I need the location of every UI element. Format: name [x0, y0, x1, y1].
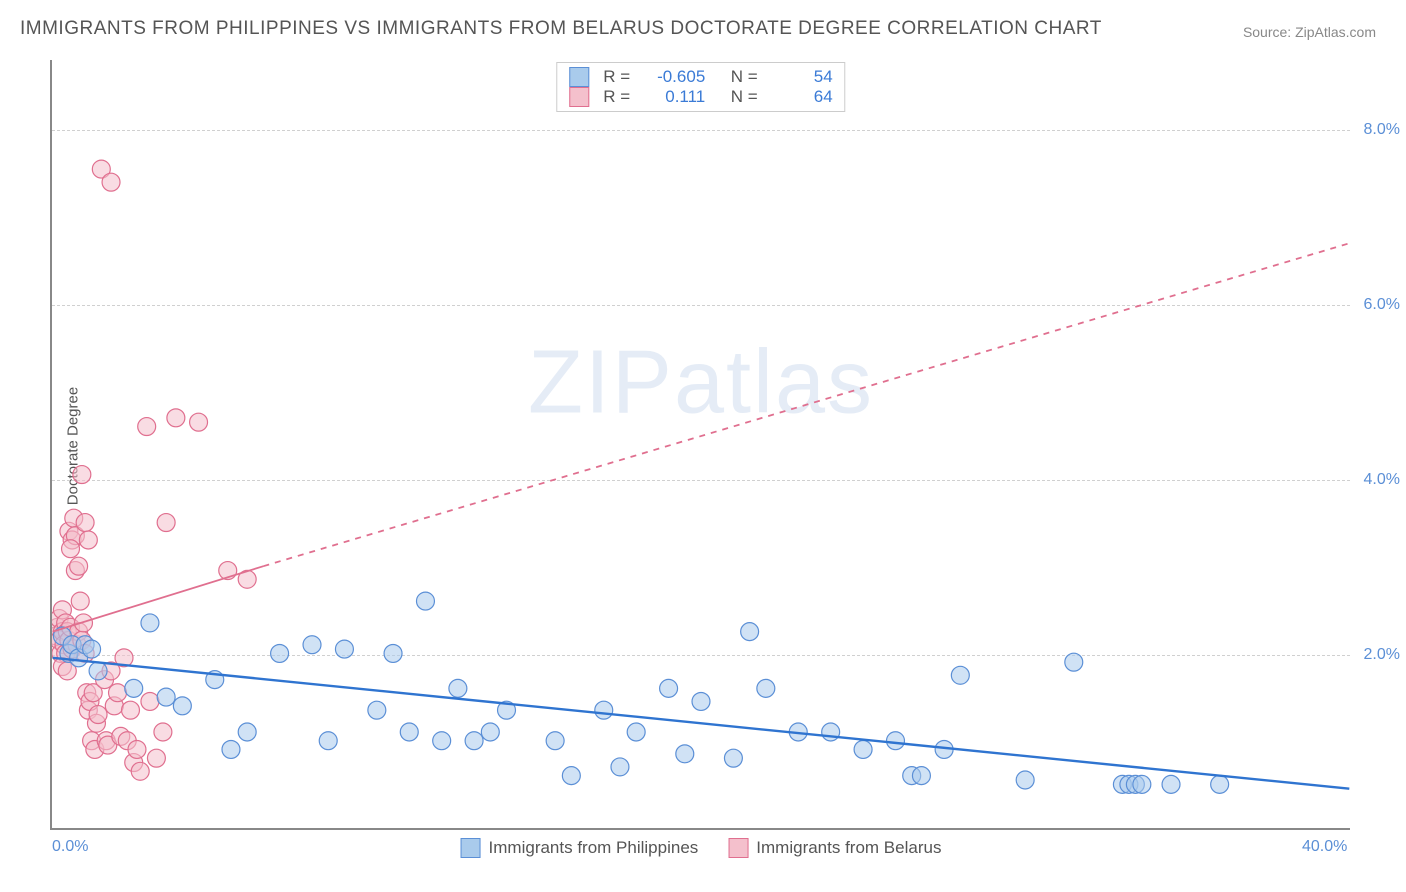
data-point: [822, 723, 840, 741]
data-point: [449, 679, 467, 697]
y-tick-label: 4.0%: [1364, 471, 1400, 489]
data-point: [912, 767, 930, 785]
data-point: [71, 592, 89, 610]
data-point: [384, 644, 402, 662]
data-point: [167, 409, 185, 427]
legend-series: Immigrants from Philippines Immigrants f…: [461, 838, 942, 858]
data-point: [627, 723, 645, 741]
legend-item-belarus: Immigrants from Belarus: [728, 838, 941, 858]
data-point: [724, 749, 742, 767]
legend-r-value-belarus: 0.111: [645, 87, 705, 107]
data-point: [546, 732, 564, 750]
legend-r-label: R =: [603, 67, 637, 87]
data-point: [562, 767, 580, 785]
legend-n-value-belarus: 64: [773, 87, 833, 107]
data-point: [741, 623, 759, 641]
data-point: [692, 692, 710, 710]
data-point: [141, 614, 159, 632]
data-point: [611, 758, 629, 776]
data-point: [481, 723, 499, 741]
data-point: [222, 740, 240, 758]
data-point: [368, 701, 386, 719]
data-point: [73, 466, 91, 484]
data-point: [125, 679, 143, 697]
x-tick-label: 40.0%: [1302, 838, 1347, 856]
data-point: [62, 540, 80, 558]
data-point: [89, 706, 107, 724]
data-point: [122, 701, 140, 719]
trend-line-dashed: [263, 243, 1349, 566]
legend-swatch-philippines: [569, 67, 589, 87]
data-point: [676, 745, 694, 763]
data-point: [271, 644, 289, 662]
legend-label-philippines: Immigrants from Philippines: [489, 838, 699, 858]
legend-swatch-belarus-2: [728, 838, 748, 858]
data-point: [83, 640, 101, 658]
x-tick-label: 0.0%: [52, 838, 88, 856]
data-point: [79, 531, 97, 549]
legend-r-label-2: R =: [603, 87, 637, 107]
data-point: [854, 740, 872, 758]
data-point: [102, 173, 120, 191]
legend-n-label-2: N =: [731, 87, 765, 107]
legend-swatch-philippines-2: [461, 838, 481, 858]
data-point: [109, 684, 127, 702]
data-point: [138, 418, 156, 436]
data-point: [89, 662, 107, 680]
data-point: [1211, 775, 1229, 793]
data-point: [433, 732, 451, 750]
data-point: [1016, 771, 1034, 789]
data-point: [1065, 653, 1083, 671]
data-point: [319, 732, 337, 750]
legend-n-label: N =: [731, 67, 765, 87]
data-point: [1162, 775, 1180, 793]
data-point: [238, 723, 256, 741]
data-point: [157, 514, 175, 532]
legend-row-philippines: R = -0.605 N = 54: [569, 67, 832, 87]
chart-title: IMMIGRANTS FROM PHILIPPINES VS IMMIGRANT…: [20, 18, 1102, 40]
legend-correlation: R = -0.605 N = 54 R = 0.111 N = 64: [556, 62, 845, 112]
data-point: [173, 697, 191, 715]
data-point: [757, 679, 775, 697]
data-point: [335, 640, 353, 658]
data-point: [1133, 775, 1151, 793]
legend-row-belarus: R = 0.111 N = 64: [569, 87, 832, 107]
data-point: [595, 701, 613, 719]
data-point: [416, 592, 434, 610]
data-point: [190, 413, 208, 431]
source-attribution: Source: ZipAtlas.com: [1243, 24, 1376, 40]
y-tick-label: 2.0%: [1364, 646, 1400, 664]
legend-swatch-belarus: [569, 87, 589, 107]
data-point: [128, 740, 146, 758]
data-point: [147, 749, 165, 767]
data-point: [400, 723, 418, 741]
y-tick-label: 8.0%: [1364, 121, 1400, 139]
data-point: [660, 679, 678, 697]
y-tick-label: 6.0%: [1364, 296, 1400, 314]
plot-svg: [52, 60, 1350, 828]
data-point: [465, 732, 483, 750]
data-point: [154, 723, 172, 741]
legend-n-value-philippines: 54: [773, 67, 833, 87]
data-point: [951, 666, 969, 684]
data-point: [303, 636, 321, 654]
data-point: [157, 688, 175, 706]
data-point: [70, 557, 88, 575]
legend-item-philippines: Immigrants from Philippines: [461, 838, 699, 858]
legend-label-belarus: Immigrants from Belarus: [756, 838, 941, 858]
plot-area: ZIPatlas R = -0.605 N = 54 R = 0.111 N =…: [50, 60, 1350, 830]
data-point: [131, 762, 149, 780]
data-point: [887, 732, 905, 750]
legend-r-value-philippines: -0.605: [645, 67, 705, 87]
data-point: [141, 692, 159, 710]
data-point: [76, 514, 94, 532]
